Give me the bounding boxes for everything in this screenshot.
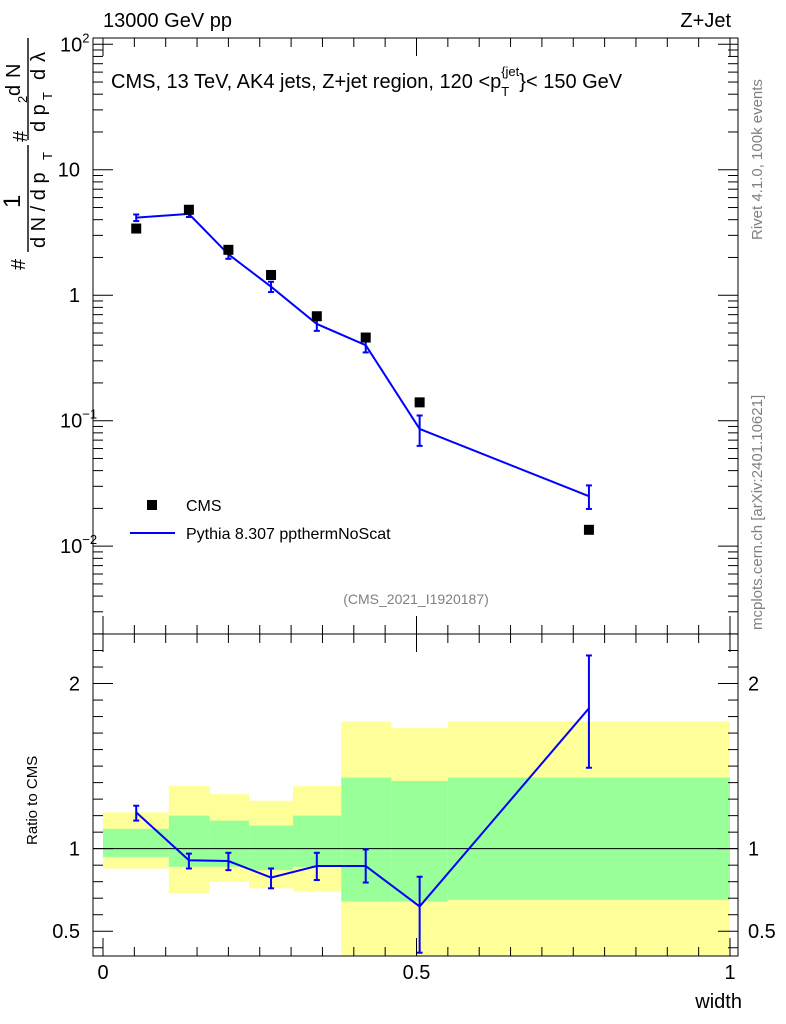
- ratio-axis-tick-labels: 0.5 0.5 1 1 2 2: [52, 674, 776, 944]
- y-tick-label-ratio-right: 1: [748, 839, 759, 861]
- chart-title-sub: T: [501, 84, 509, 99]
- y-tick-label-ratio-left: 1: [69, 839, 80, 861]
- y-tick-label-ratio-right: 0.5: [748, 921, 776, 943]
- rivet-version-label: Rivet 4.1.0, 100k events: [749, 79, 766, 240]
- cms-data-point: [360, 332, 371, 343]
- svg-text:d: d: [3, 85, 25, 96]
- legend: CMS Pythia 8.307 ppthermNoScat: [130, 498, 391, 543]
- ratio-bands: [103, 721, 730, 956]
- ratio-y-axis-label: Ratio to CMS: [24, 756, 41, 845]
- cms-data-point: [311, 311, 322, 322]
- x-tick-label: 0.5: [403, 962, 431, 984]
- svg-text:#: #: [10, 130, 32, 142]
- svg-text:d N / d p: d N / d p: [28, 172, 50, 248]
- svg-text:λ: λ: [28, 52, 50, 62]
- svg-text:N: N: [3, 64, 25, 78]
- svg-text:d: d: [28, 69, 50, 80]
- legend-pythia-label: Pythia 8.307 ppthermNoScat: [186, 526, 391, 543]
- ratio-green-band: [103, 828, 169, 857]
- ratio-data-layer: [133, 654, 592, 954]
- cms-data-point: [414, 397, 425, 408]
- ratio-green-band: [249, 825, 293, 871]
- cms-data-point: [266, 269, 277, 280]
- mcplots-label: mcplots.cern.ch [arXiv:2401.10621]: [749, 395, 766, 630]
- y-tick-label-ratio-left: 0.5: [52, 921, 80, 943]
- svg-text:1: 1: [0, 195, 26, 208]
- y-tick-label-main: 10−1: [60, 407, 97, 433]
- svg-text:T: T: [40, 152, 55, 160]
- legend-cms-marker: [147, 500, 157, 510]
- x-tick-label: 1: [724, 962, 735, 984]
- header-right-label: Z+Jet: [680, 10, 731, 32]
- cms-data-point: [223, 244, 234, 255]
- main-y-axis-label: # 1 d N / d p T # 2 d N d p T d λ: [0, 38, 55, 270]
- pythia-line: [136, 212, 590, 498]
- svg-text:2: 2: [15, 96, 30, 103]
- x-axis-label: width: [694, 991, 742, 1013]
- ratio-green-band: [447, 777, 730, 900]
- cms-data-point: [183, 204, 194, 215]
- main-axis-tick-labels: 102 10 1 10−1 10−2: [58, 30, 97, 558]
- analysis-tag: (CMS_2021_I1920187): [343, 591, 489, 607]
- y-tick-label-main: 10: [58, 160, 80, 182]
- y-tick-label-ratio-right: 2: [748, 674, 759, 696]
- cms-data-point: [131, 223, 142, 234]
- y-tick-label-main: 1: [69, 285, 80, 307]
- svg-text:#: #: [8, 258, 30, 270]
- x-tick-label: 0: [97, 962, 108, 984]
- ratio-line: [135, 707, 590, 908]
- main-axis-ticks: [93, 38, 738, 635]
- cms-data-point: [583, 524, 594, 535]
- main-data-layer: [131, 204, 594, 535]
- svg-text:d p: d p: [28, 104, 50, 132]
- main-frame: [92, 37, 739, 635]
- main-panel: 102 10 1 10−1 10−2 CMS, 13 TeV, AK4 jets, Z+…: [0, 30, 739, 635]
- chart-title: CMS, 13 TeV, AK4 jets, Z+jet region, 120…: [111, 64, 623, 99]
- ratio-panel: 0.5 0.5 1 1 2 2 Ratio to CMS: [24, 633, 776, 957]
- ratio-frame: [92, 633, 739, 957]
- y-tick-label-ratio-left: 2: [69, 674, 80, 696]
- y-tick-label-main: 10−2: [60, 532, 97, 558]
- chart-title-tail: }< 150 GeV: [519, 71, 623, 93]
- chart-title-main: CMS, 13 TeV, AK4 jets, Z+jet region, 120…: [111, 71, 501, 93]
- x-axis-tick-labels: 0 0.5 1: [97, 962, 735, 984]
- chart-title-sup: {jet: [501, 64, 519, 79]
- legend-cms-label: CMS: [186, 498, 222, 515]
- header-left-label: 13000 GeV pp: [103, 10, 232, 32]
- svg-text:T: T: [40, 92, 55, 100]
- y-tick-label-main: 102: [60, 30, 89, 56]
- ratio-axis-ticks: [93, 633, 738, 956]
